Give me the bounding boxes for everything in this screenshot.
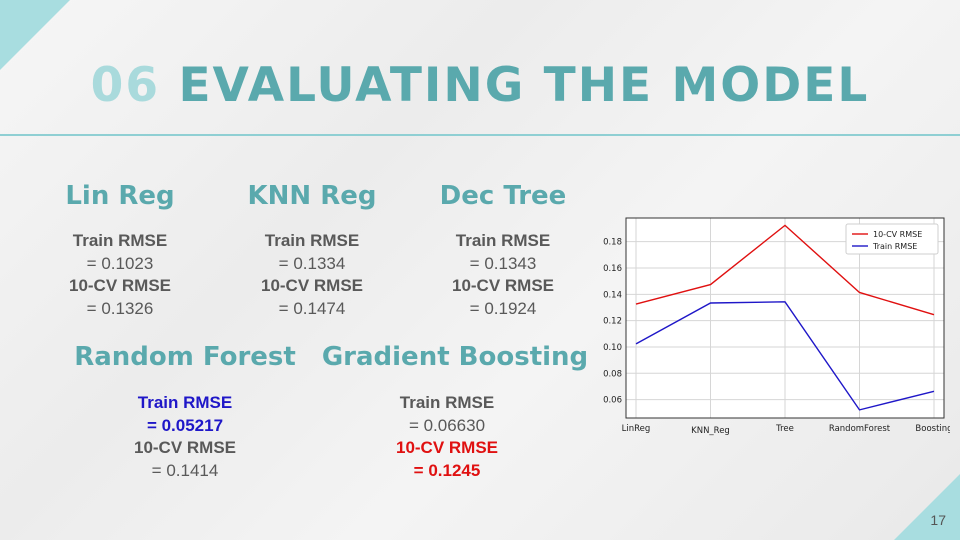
metrics-lin-reg: Train RMSE = 0.1023 10-CV RMSE = 0.1326	[30, 230, 210, 320]
cv-rmse-label: 10-CV RMSE	[68, 276, 172, 295]
cv-rmse-value: = 0.1474	[278, 298, 346, 318]
train-rmse-value: = 0.05217	[146, 415, 224, 435]
title-number: 06	[90, 58, 161, 113]
cv-rmse-value: = 0.1924	[469, 298, 537, 318]
legend-label: 10-CV RMSE	[873, 230, 922, 239]
model-heading-dec-tree: Dec Tree	[439, 181, 567, 211]
model-heading-gradient-boosting: Gradient Boosting	[321, 342, 589, 372]
y-tick-label: 0.10	[603, 343, 622, 353]
model-heading-lin-reg: Lin Reg	[65, 181, 175, 211]
train-rmse-value: = 0.1334	[278, 253, 346, 273]
legend-box	[845, 223, 939, 255]
cv-rmse-label: 10-CV RMSE	[133, 438, 237, 457]
metrics-gradient-boosting: Train RMSE = 0.06630 10-CV RMSE = 0.1245	[357, 392, 537, 482]
metrics-knn-reg: Train RMSE = 0.1334 10-CV RMSE = 0.1474	[222, 230, 402, 320]
x-tick-label: Tree	[775, 424, 794, 434]
train-rmse-label: Train RMSE	[455, 231, 551, 250]
train-rmse-value: = 0.1343	[469, 253, 537, 273]
x-tick-label: LinReg	[622, 424, 651, 434]
train-rmse-label: Train RMSE	[264, 231, 360, 250]
y-tick-label: 0.06	[603, 396, 622, 406]
plot-frame	[625, 217, 945, 419]
metrics-random-forest: Train RMSE = 0.05217 10-CV RMSE = 0.1414	[95, 392, 275, 482]
corner-decoration-top-left	[0, 0, 70, 70]
train-rmse-label: Train RMSE	[137, 393, 233, 412]
chart-svg: 0.06 0.08 0.10 0.12 0.14 0.16 0.18 LinReg KNN_Re…	[603, 217, 953, 436]
corner-decoration-bottom-right	[894, 474, 960, 540]
series-line-train-rmse	[635, 301, 935, 411]
y-tick-label: 0.16	[603, 264, 622, 274]
legend-label: Train RMSE	[872, 242, 917, 251]
model-heading-random-forest: Random Forest	[74, 342, 296, 372]
train-rmse-label: Train RMSE	[72, 231, 168, 250]
cv-rmse-value: = 0.1414	[151, 460, 219, 480]
y-tick-label: 0.14	[603, 290, 622, 300]
y-tick-label: 0.12	[603, 317, 622, 327]
y-tick-label: 0.08	[603, 369, 622, 379]
cv-rmse-label: 10-CV RMSE	[451, 276, 555, 295]
metrics-dec-tree: Train RMSE = 0.1343 10-CV RMSE = 0.1924	[413, 230, 593, 320]
title-divider	[0, 134, 960, 136]
train-rmse-value: = 0.06630	[408, 415, 486, 435]
cv-rmse-label: 10-CV RMSE	[260, 276, 364, 295]
train-rmse-label: Train RMSE	[399, 393, 495, 412]
model-heading-knn-reg: KNN Reg	[247, 181, 377, 211]
y-tick-label: 0.18	[603, 238, 622, 248]
train-rmse-value: = 0.1023	[86, 253, 154, 273]
rmse-line-chart: 0.06 0.08 0.10 0.12 0.14 0.16 0.18 LinReg KNN_Re…	[590, 212, 953, 448]
slide-title: 06 EVALUATING THE MODEL	[0, 58, 960, 113]
x-tick-label: RandomForest	[829, 424, 891, 434]
x-tick-label: KNN_Reg	[691, 426, 730, 436]
cv-rmse-value: = 0.1326	[86, 298, 154, 318]
x-tick-label: Boosting	[915, 424, 950, 434]
series-line-cv-rmse	[635, 224, 935, 316]
cv-rmse-label: 10-CV RMSE	[395, 438, 499, 457]
page-number: 17	[930, 512, 946, 528]
cv-rmse-value: = 0.1245	[413, 460, 481, 480]
title-text: EVALUATING THE MODEL	[178, 58, 870, 113]
